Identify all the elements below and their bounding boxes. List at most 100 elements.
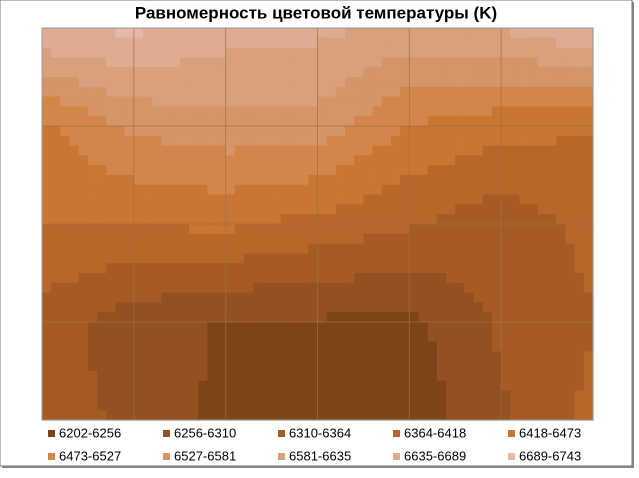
contour-cell bbox=[400, 410, 410, 421]
contour-cell bbox=[271, 273, 282, 284]
contour-cell bbox=[446, 165, 456, 176]
contour-cell bbox=[501, 331, 511, 343]
contour-cell bbox=[363, 273, 374, 284]
contour-cell bbox=[280, 204, 291, 215]
contour-cell bbox=[280, 282, 291, 294]
contour-cell bbox=[537, 410, 548, 421]
contour-cell bbox=[427, 302, 438, 313]
contour-cell bbox=[326, 351, 337, 362]
contour-cell bbox=[464, 184, 475, 196]
contour-cell bbox=[280, 292, 291, 303]
contour-cell bbox=[188, 410, 199, 421]
contour-cell bbox=[390, 341, 401, 352]
contour-cell bbox=[124, 145, 135, 156]
contour-cell bbox=[253, 155, 263, 166]
contour-cell bbox=[583, 263, 594, 274]
contour-cell bbox=[299, 312, 309, 323]
contour-cell bbox=[198, 312, 208, 323]
contour-cell bbox=[170, 380, 181, 392]
contour-cell bbox=[519, 175, 530, 186]
contour-cell bbox=[106, 351, 117, 362]
contour-cell bbox=[188, 126, 199, 137]
contour-cell bbox=[179, 28, 190, 39]
contour-cell bbox=[510, 116, 521, 127]
contour-cell bbox=[106, 145, 117, 156]
contour-cell bbox=[390, 135, 401, 147]
contour-cell bbox=[519, 37, 530, 49]
contour-cell bbox=[271, 390, 282, 401]
contour-cell bbox=[519, 145, 530, 156]
contour-cell bbox=[97, 302, 107, 313]
contour-cell bbox=[491, 165, 502, 176]
contour-cell bbox=[519, 400, 530, 411]
contour-cell bbox=[519, 47, 530, 58]
contour-cell bbox=[537, 351, 548, 362]
contour-cell bbox=[280, 214, 291, 225]
contour-cell bbox=[179, 400, 190, 411]
contour-cell bbox=[519, 302, 530, 313]
contour-cell bbox=[455, 243, 466, 254]
legend-label: 6581-6635 bbox=[289, 448, 351, 463]
contour-cell bbox=[501, 96, 511, 107]
contour-cell bbox=[234, 380, 245, 392]
contour-cell bbox=[271, 135, 282, 147]
legend-label: 6473-6527 bbox=[59, 448, 121, 463]
contour-cell bbox=[115, 371, 126, 382]
contour-cell bbox=[455, 400, 466, 411]
contour-cell bbox=[409, 331, 420, 343]
contour-cell bbox=[381, 322, 392, 333]
contour-cell bbox=[161, 184, 172, 196]
contour-cell bbox=[583, 282, 594, 294]
contour-cell bbox=[198, 371, 208, 382]
contour-cell bbox=[51, 292, 61, 303]
contour-cell bbox=[161, 47, 172, 58]
contour-cell bbox=[455, 145, 466, 156]
contour-cell bbox=[565, 400, 576, 411]
contour-cell bbox=[207, 410, 218, 421]
contour-cell bbox=[446, 28, 456, 39]
contour-cell bbox=[583, 351, 594, 362]
contour-cell bbox=[335, 184, 346, 196]
contour-cell bbox=[473, 233, 484, 245]
contour-cell bbox=[418, 184, 429, 196]
contour-cell bbox=[528, 322, 539, 333]
contour-cell bbox=[537, 322, 548, 333]
contour-cell bbox=[170, 253, 181, 264]
contour-cell bbox=[42, 96, 52, 107]
contour-cell bbox=[106, 28, 117, 39]
contour-cell bbox=[308, 331, 319, 343]
contour-cell bbox=[446, 184, 456, 196]
contour-cell bbox=[234, 37, 245, 49]
contour-cell bbox=[124, 410, 135, 421]
contour-cell bbox=[161, 135, 172, 147]
contour-cell bbox=[528, 292, 539, 303]
contour-cell bbox=[51, 341, 61, 352]
contour-cell bbox=[87, 233, 98, 245]
contour-cell bbox=[501, 243, 511, 254]
contour-cell bbox=[491, 322, 502, 333]
contour-cell bbox=[317, 47, 328, 58]
contour-cell bbox=[501, 77, 511, 88]
contour-cell bbox=[161, 390, 172, 401]
contour-cell bbox=[207, 77, 218, 88]
contour-cell bbox=[124, 77, 135, 88]
contour-cell bbox=[198, 351, 208, 362]
contour-cell bbox=[299, 126, 309, 137]
contour-cell bbox=[317, 302, 328, 313]
contour-cell bbox=[133, 106, 144, 117]
contour-cell bbox=[519, 380, 530, 392]
contour-cell bbox=[234, 184, 245, 196]
contour-cell bbox=[106, 371, 117, 382]
contour-cell bbox=[345, 96, 355, 107]
contour-cell bbox=[308, 361, 319, 372]
contour-cell bbox=[464, 175, 475, 186]
contour-cell bbox=[69, 233, 80, 245]
contour-cell bbox=[537, 106, 548, 117]
contour-cell bbox=[87, 204, 98, 215]
contour-cell bbox=[491, 312, 502, 323]
contour-cell bbox=[161, 175, 172, 186]
contour-cell bbox=[152, 400, 162, 411]
contour-cell bbox=[317, 86, 328, 98]
contour-cell bbox=[519, 106, 530, 117]
contour-cell bbox=[335, 67, 346, 78]
